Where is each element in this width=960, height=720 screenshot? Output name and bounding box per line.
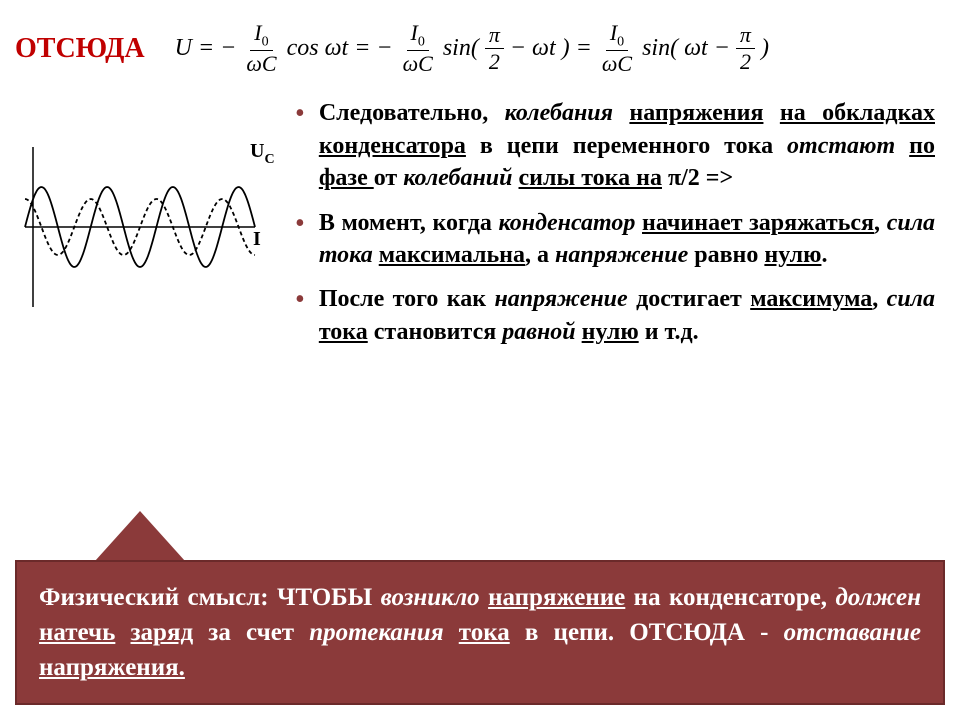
formula-frac3: I0 ωC (598, 20, 636, 77)
formula-frac1: I0 ωC (242, 20, 280, 77)
header-row: ОТСЮДА U = − I0 ωC cos ωt = − I0 ωC sin(… (0, 0, 960, 87)
graph-label-i: I (253, 228, 261, 250)
formula-cos: cos (287, 35, 319, 62)
formula-minus: − (220, 35, 236, 62)
bullet-marker: • (295, 97, 305, 194)
callout-wrap: Физический смысл: ЧТОБЫ возникло напряже… (15, 511, 945, 705)
formula-frac2: I0 ωC (399, 20, 437, 77)
content-row: UC I • Следовательно, колебания напряжен… (0, 87, 960, 360)
bullet-marker: • (295, 283, 305, 348)
graph-box: UC I (15, 97, 275, 360)
formula-eq2: = (354, 35, 370, 62)
formula: U = − I0 ωC cos ωt = − I0 ωC sin( π 2 − … (175, 20, 769, 77)
formula-wt1: ωt (325, 35, 349, 62)
formula-frac-pi2: π 2 (736, 22, 755, 75)
callout-box: Физический смысл: ЧТОБЫ возникло напряже… (15, 560, 945, 705)
formula-minus3: − (510, 35, 526, 62)
formula-eq: = (198, 35, 214, 62)
formula-minus4: − (714, 35, 730, 62)
bullets-list: • Следовательно, колебания напряжения на… (295, 97, 945, 360)
otsuda-label: ОТСЮДА (15, 33, 145, 65)
formula-sin2: sin( (642, 35, 678, 62)
formula-close1: ) (562, 35, 570, 62)
graph-label-uc: UC (250, 140, 275, 167)
callout-pointer (95, 511, 185, 561)
formula-sin1: sin( (443, 35, 479, 62)
formula-eq3: = (576, 35, 592, 62)
formula-wt2: ωt (532, 35, 556, 62)
bullet-marker: • (295, 207, 305, 272)
bullet-3: • После того как напряжение достигает ма… (295, 283, 935, 348)
bullet-1: • Следовательно, колебания напряжения на… (295, 97, 935, 194)
formula-u: U (175, 35, 192, 62)
formula-wt3: ωt (684, 35, 708, 62)
wave-graph: UC I (15, 127, 275, 327)
formula-minus2: − (376, 35, 392, 62)
formula-close2: ) (761, 35, 769, 62)
bullet-2: • В момент, когда конденсатор начинает з… (295, 207, 935, 272)
formula-frac-pi1: π 2 (485, 22, 504, 75)
